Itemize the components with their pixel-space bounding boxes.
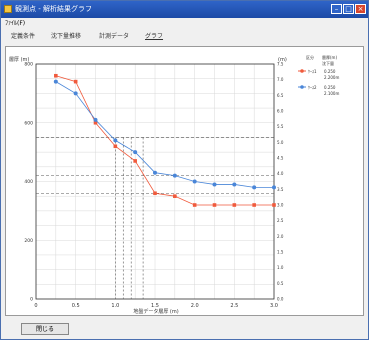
data-point <box>272 203 276 207</box>
series-line-2 <box>55 81 274 188</box>
chart-panel: 層厚 (m) (m) 地盤データ層厚 (m) 区分 層厚(m) 沈下量 ｹｰｽ1… <box>5 46 364 316</box>
legend-value-2: 0.250 <box>324 85 336 90</box>
x-tick-label: 1.0 <box>111 303 119 309</box>
x-tick-label: 0 <box>34 303 37 309</box>
x-tick-label: 2.0 <box>191 303 199 309</box>
data-point <box>232 203 237 207</box>
window-title: 観測点 - 解析結果グラフ <box>15 5 92 13</box>
tab-measurement[interactable]: 計測データ <box>99 33 130 40</box>
y-tick-label-right: 1.0 <box>277 265 284 270</box>
y-tick-label-right: 7.5 <box>277 62 284 67</box>
data-point <box>173 194 177 198</box>
x-axis-label: 地盤データ層厚 (m) <box>133 308 178 315</box>
y-tick-label-left: 200 <box>24 238 33 244</box>
data-point <box>192 179 197 184</box>
data-point <box>232 182 237 187</box>
legend-swatch-2 <box>300 85 304 89</box>
data-point <box>133 150 138 155</box>
y-tick-label-right: 5.5 <box>277 124 284 129</box>
x-tick-label: 0.5 <box>72 303 80 309</box>
legend-name-2: ｹｰｽ2 <box>308 85 317 90</box>
data-point <box>54 73 58 78</box>
legend-extra-1: 2.200m <box>324 75 339 80</box>
chart: 層厚 (m) (m) 地盤データ層厚 (m) 区分 層厚(m) 沈下量 ｹｰｽ1… <box>9 54 339 315</box>
tab-strip: 定義条件 沈下量推移 計測データ グラフ <box>1 31 368 43</box>
y-tick-label-right: 3.5 <box>277 187 284 192</box>
data-point <box>172 173 177 178</box>
legend: 区分 層厚(m) 沈下量 ｹｰｽ1 0.250 2.200m ｹｰｽ2 0.25… <box>298 54 339 96</box>
legend-header-2: 層厚(m) <box>322 54 337 60</box>
y-tick-label-right: 5.0 <box>277 140 284 145</box>
y-tick-label-right: 2.0 <box>277 234 284 239</box>
y-tick-label-right: 0.5 <box>277 281 284 286</box>
title-bar: 観測点 - 解析結果グラフ – □ × <box>1 1 368 18</box>
y-tick-label-right: 3.0 <box>277 203 284 208</box>
data-point <box>113 138 118 143</box>
data-point <box>212 203 217 207</box>
data-point <box>73 79 78 84</box>
y-tick-label-right: 7.0 <box>277 77 284 82</box>
data-point <box>113 144 118 149</box>
x-tick-label: 1.5 <box>151 303 159 309</box>
maximize-button[interactable]: □ <box>343 4 354 14</box>
y-axis-left-label: 層厚 (m) <box>9 57 29 63</box>
x-tick-label: 3.0 <box>270 303 278 309</box>
y-tick-label-right: 6.0 <box>277 109 284 114</box>
data-point <box>272 185 276 190</box>
data-point <box>53 79 58 84</box>
legend-extra-2: 2.100m <box>324 91 339 96</box>
y-tick-label-right: 6.5 <box>277 93 284 98</box>
plot-frame <box>35 63 275 300</box>
close-dialog-button[interactable]: 閉じる <box>21 323 69 335</box>
menu-bar: ﾌｧｲﾙ(F) <box>1 19 368 29</box>
data-point <box>73 91 78 96</box>
tab-settlement[interactable]: 沈下量推移 <box>51 33 82 40</box>
legend-header-1: 区分 <box>306 54 314 60</box>
data-point <box>252 185 257 190</box>
legend-value-1: 0.250 <box>324 69 336 74</box>
data-point <box>192 203 197 207</box>
close-button[interactable]: × <box>355 4 366 14</box>
data-point <box>153 191 157 196</box>
legend-name-1: ｹｰｽ1 <box>308 69 317 74</box>
data-point <box>133 159 137 163</box>
y-tick-label-right: 0.0 <box>277 297 284 302</box>
y-tick-label-left: 800 <box>24 62 33 68</box>
data-point <box>153 170 157 175</box>
data-point <box>93 117 98 122</box>
data-point <box>252 203 256 207</box>
legend-header-3: 沈下量 <box>322 60 334 66</box>
y-tick-label-right: 4.0 <box>277 171 284 176</box>
tab-graph[interactable]: グラフ <box>145 33 164 40</box>
data-point <box>93 120 98 125</box>
app-icon <box>4 5 12 13</box>
y-tick-label-left: 600 <box>24 120 33 126</box>
legend-swatch-1 <box>300 69 304 73</box>
y-tick-label-right: 4.5 <box>277 156 284 161</box>
y-axis-right-label: (m) <box>278 57 287 63</box>
y-tick-label-right: 2.5 <box>277 218 284 223</box>
y-tick-label-left: 0 <box>30 297 33 303</box>
menu-file[interactable]: ﾌｧｲﾙ(F) <box>5 20 26 27</box>
y-tick-label-left: 400 <box>24 179 33 185</box>
y-tick-label-right: 1.5 <box>277 250 284 255</box>
minimize-button[interactable]: – <box>331 4 342 14</box>
tab-definition[interactable]: 定義条件 <box>11 33 36 40</box>
x-tick-label: 2.5 <box>230 303 238 309</box>
data-point <box>212 182 217 187</box>
